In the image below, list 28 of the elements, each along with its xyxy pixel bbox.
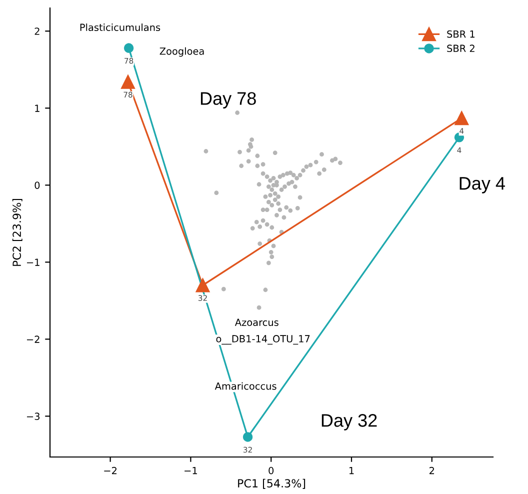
- annotation: Day 4: [460, 177, 505, 194]
- annotation: Plasticicumulans: [80, 24, 160, 32]
- annotation: Day 32: [322, 414, 377, 430]
- point: [196, 278, 210, 292]
- x-tick-label: −1: [184, 467, 197, 474]
- annotation: Zoogloea: [160, 47, 204, 57]
- y-tick-label: 2: [34, 28, 40, 35]
- x-tick-label: 0: [268, 466, 274, 474]
- point: [121, 74, 135, 89]
- y-tick-label: −2: [26, 336, 40, 343]
- annotation: Day 78: [200, 92, 256, 108]
- y-axis-title: PC2 [23.9%]: [12, 198, 22, 266]
- annotation: Amaricoccus: [214, 382, 276, 390]
- point: [454, 111, 469, 126]
- point: [124, 43, 134, 53]
- annotation: o__DB1-14_OTU_17: [216, 335, 310, 345]
- x-tick-label: 1: [349, 467, 354, 474]
- y-tick-label: 0: [34, 182, 40, 189]
- legend-label: SBR 2: [447, 44, 474, 52]
- x-tick-label: 2: [430, 466, 434, 474]
- point: [242, 432, 253, 442]
- y-tick-label: −1: [26, 258, 40, 266]
- y-tick-label: 1: [35, 104, 40, 112]
- x-tick-label: −2: [104, 466, 116, 474]
- legend-label: SBR 1: [447, 30, 474, 38]
- x-axis-title: PC1 [54.3%]: [238, 478, 306, 489]
- y-tick-label: −3: [26, 412, 40, 420]
- annotation: Azoarcus: [234, 318, 278, 326]
